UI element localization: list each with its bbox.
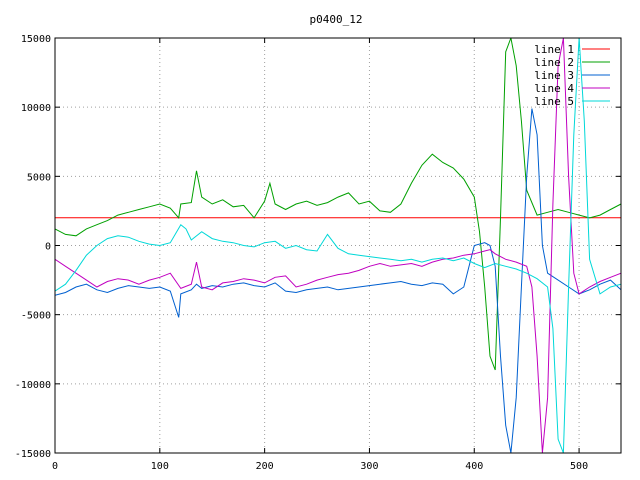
- chart-title: p0400_12: [310, 13, 363, 26]
- x-tick-label: 100: [151, 461, 169, 472]
- x-tick-label: 200: [256, 461, 274, 472]
- series-line-2: [55, 38, 621, 371]
- x-tick-label: 400: [465, 461, 483, 472]
- data-series: [55, 38, 621, 453]
- legend-label: line 2: [534, 56, 574, 69]
- plot-frame: [54, 37, 622, 454]
- series-line-3: [55, 108, 621, 453]
- y-tick-label: 15000: [21, 34, 51, 45]
- x-tick-label: 0: [52, 461, 58, 472]
- y-tick-label: 10000: [21, 103, 51, 114]
- legend-label: line 4: [534, 82, 574, 95]
- axis-ticks: 0 100 200 300 400 500 -15000 -10000 -5000 0 5000 10…: [15, 34, 621, 472]
- y-tick-label: -10000: [15, 380, 51, 391]
- legend-label: line 5: [534, 95, 574, 108]
- series-line-5: [55, 38, 621, 453]
- y-tick-label: -15000: [15, 449, 51, 460]
- y-tick-label: -5000: [21, 311, 51, 322]
- y-tick-label: 0: [45, 242, 51, 253]
- series-line-4: [55, 38, 621, 453]
- legend-label: line 1: [534, 43, 574, 56]
- legend-label: line 3: [534, 69, 574, 82]
- y-tick-label: 5000: [27, 172, 51, 183]
- x-tick-label: 500: [570, 461, 588, 472]
- x-tick-label: 300: [360, 461, 378, 472]
